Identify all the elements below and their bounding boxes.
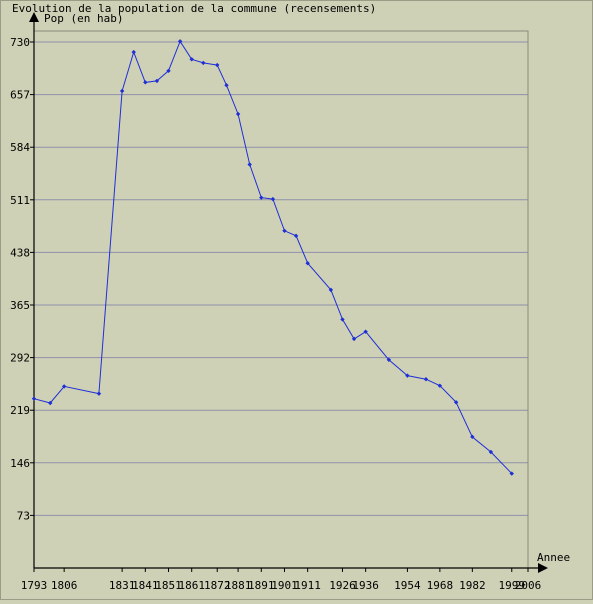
- x-tick-label: 1954: [394, 579, 421, 592]
- x-tick-label: 1793: [21, 579, 48, 592]
- x-tick-label: 1999: [499, 579, 526, 592]
- data-point: [235, 111, 241, 117]
- data-point: [48, 400, 53, 406]
- x-axis-label: Annee: [537, 551, 570, 564]
- data-point: [201, 60, 206, 66]
- y-tick-label: 438: [10, 246, 30, 259]
- data-point: [166, 68, 171, 74]
- y-tick-label: 365: [10, 299, 30, 312]
- data-point: [270, 196, 276, 202]
- y-axis-label: Pop (en hab): [44, 12, 123, 25]
- y-tick-label: 657: [10, 89, 30, 102]
- x-tick-label: 1891: [248, 579, 275, 592]
- y-tick-label: 730: [10, 36, 30, 49]
- data-point: [131, 49, 136, 55]
- y-tick-label: 511: [10, 194, 30, 207]
- y-tick-label: 584: [10, 141, 30, 154]
- x-axis-arrow: [538, 563, 548, 573]
- x-tick-label: 2006: [515, 579, 542, 592]
- data-point: [31, 396, 37, 401]
- data-point: [96, 391, 102, 396]
- series-line: [33, 40, 513, 474]
- data-point: [224, 83, 229, 88]
- x-tick-label: 1881: [225, 579, 252, 592]
- data-point: [154, 78, 160, 84]
- data-point: [405, 373, 410, 378]
- data-point: [328, 287, 334, 293]
- x-tick-label: 1851: [155, 579, 182, 592]
- data-point: [61, 384, 67, 389]
- chart-title: Evolution de la population de la commune…: [12, 2, 376, 15]
- data-point: [215, 62, 220, 68]
- data-point: [340, 317, 345, 322]
- data-point: [119, 88, 125, 94]
- data-point: [293, 233, 299, 239]
- data-point: [305, 261, 310, 266]
- x-tick-label: 1901: [271, 579, 298, 592]
- data-point: [259, 195, 264, 200]
- x-tick-label: 1936: [352, 579, 379, 592]
- data-point: [453, 400, 459, 405]
- data-point: [282, 228, 287, 233]
- x-tick-label: 1911: [294, 579, 321, 592]
- data-point: [470, 434, 475, 440]
- data-point: [143, 80, 148, 85]
- y-axis-arrow: [29, 12, 39, 22]
- data-point: [363, 329, 368, 334]
- y-tick-label: 73: [17, 509, 30, 522]
- data-point: [351, 336, 357, 342]
- data-point: [386, 357, 392, 362]
- x-tick-label: 1806: [51, 579, 78, 592]
- y-tick-label: 146: [10, 457, 30, 470]
- x-tick-label: 1982: [459, 579, 486, 592]
- data-point: [189, 57, 194, 62]
- data-point: [488, 449, 494, 455]
- data-point: [423, 377, 429, 382]
- data-point: [247, 162, 252, 167]
- data-point: [437, 383, 443, 388]
- plot-area: [33, 30, 529, 569]
- axes: [29, 12, 548, 573]
- x-tick-label: 1861: [178, 579, 205, 592]
- data-point: [177, 39, 183, 44]
- x-tick-label: 1841: [132, 579, 159, 592]
- x-tick-label: 1831: [109, 579, 136, 592]
- data-series: [31, 39, 514, 476]
- x-tick-label: 1968: [427, 579, 454, 592]
- y-tick-label: 219: [10, 404, 30, 417]
- grid-lines: [34, 41, 528, 516]
- y-tick-label: 292: [10, 352, 30, 365]
- x-tick-label: 1872: [204, 579, 231, 592]
- x-tick-label: 1926: [329, 579, 356, 592]
- data-point: [509, 471, 514, 476]
- y-ticks: 73 146 219 292 365 438 511 584 657 730: [10, 36, 34, 522]
